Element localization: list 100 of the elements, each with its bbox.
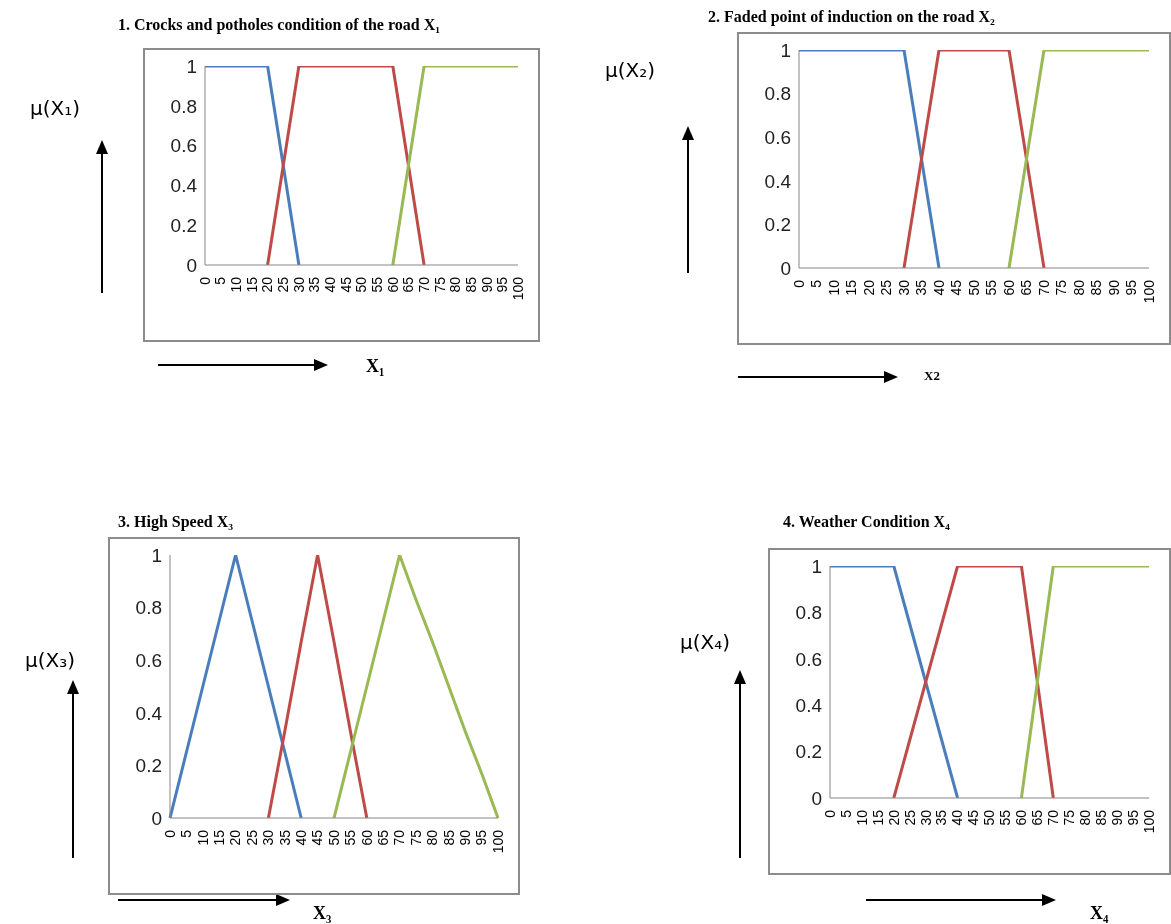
x-tick-label: 90 (1105, 279, 1122, 296)
x-tick-label: 20 (885, 809, 902, 826)
y-tick-label: 0.4 (135, 702, 163, 724)
x-tick-label: 85 (1093, 809, 1109, 826)
y-tick-label: 0.8 (170, 95, 197, 117)
y-tick-label: 1 (780, 39, 791, 61)
x-tick-label: 55 (342, 829, 359, 846)
y-tick-label: 0.8 (764, 83, 791, 105)
y-tick-label: 0.4 (170, 175, 198, 197)
x-tick-label: 45 (948, 279, 965, 296)
x-tick-label: 60 (358, 829, 375, 846)
x-tick-label: 35 (276, 829, 293, 846)
x-tick-label: 75 (407, 829, 424, 846)
x-tick-label: 15 (843, 279, 860, 296)
x-tick-label: 65 (1029, 809, 1046, 826)
y-tick-label: 0.2 (135, 755, 162, 777)
x-tick-label: 45 (965, 809, 982, 826)
x-tick-label: 55 (983, 279, 1000, 296)
x-tick-label: 65 (1018, 279, 1035, 296)
chart-title: 4. Weather Condition X₄ (783, 513, 951, 531)
x-tick-label: 30 (917, 809, 934, 826)
x-tick-label: 0 (821, 809, 838, 818)
x-tick-label: 70 (1035, 279, 1052, 296)
x-tick-label: 0 (196, 276, 213, 285)
x-tick-label: 80 (447, 276, 464, 293)
x-tick-label: 25 (878, 279, 895, 296)
x-tick-label: 75 (1053, 279, 1070, 296)
line-series (892, 566, 1055, 798)
y-tick-label: 0.8 (135, 597, 162, 619)
y-tick-label: 0.6 (795, 648, 822, 670)
x-tick-label: 35 (933, 809, 950, 826)
x-tick-label: 50 (981, 809, 998, 826)
x-tick-label: 10 (228, 276, 245, 293)
x-tick-label: 100 (509, 276, 526, 301)
y-tick-label: 0.8 (795, 602, 822, 624)
x-tick-label: 35 (913, 279, 930, 296)
x-tick-label: 85 (440, 829, 457, 846)
x-tick-label: 0 (161, 829, 178, 838)
x-tick-label: 30 (895, 279, 912, 296)
y-tick-label: 0.2 (795, 741, 822, 763)
line-series (332, 555, 500, 818)
x-tick-label: 5 (808, 279, 825, 288)
x-tick-label: 55 (369, 276, 385, 293)
x-tick-label: 65 (400, 276, 417, 293)
x-tick-label: 30 (260, 829, 277, 846)
y-tick-label: 0.4 (795, 694, 823, 716)
x-axis-title: X₃ (313, 903, 332, 924)
y-axis-title: μ(X₃) (25, 648, 76, 672)
x-tick-label: 90 (478, 276, 495, 293)
x-tick-label: 50 (353, 276, 370, 293)
x-tick-label: 40 (322, 276, 339, 293)
x-tick-label: 15 (211, 829, 228, 846)
x-tick-label: 70 (391, 829, 408, 846)
chart-title: 3. High Speed X₃ (118, 513, 235, 531)
x-tick-label: 75 (1061, 809, 1078, 826)
x-tick-label: 80 (1077, 809, 1094, 826)
x-tick-label: 10 (853, 809, 870, 826)
x-tick-label: 45 (337, 276, 354, 293)
x-tick-label: 15 (243, 276, 260, 293)
x-tick-label: 25 (275, 276, 292, 293)
x-tick-label: 40 (293, 829, 310, 846)
x-tick-label: 25 (901, 809, 918, 826)
y-axis-title: μ(X₄) (680, 630, 731, 654)
line-series (266, 555, 369, 818)
y-tick-label: 0.2 (764, 214, 791, 236)
y-axis-title: μ(X₁) (30, 96, 81, 120)
y-tick-label: 1 (151, 544, 162, 566)
x-tick-label: 30 (290, 276, 307, 293)
y-axis-title: μ(X₂) (605, 58, 656, 82)
x-tick-label: 5 (212, 276, 229, 285)
x-tick-label: 50 (965, 279, 982, 296)
x-tick-label: 15 (869, 809, 886, 826)
x-tick-label: 80 (424, 829, 441, 846)
x-axis-title: X₄ (1090, 903, 1109, 924)
y-tick-label: 0.6 (764, 126, 791, 148)
x-tick-label: 100 (489, 829, 506, 854)
y-tick-label: 0.4 (764, 170, 792, 192)
x-tick-label: 70 (415, 276, 432, 293)
x-axis-title: X2 (924, 368, 940, 384)
x-tick-label: 70 (1045, 809, 1062, 826)
x-tick-label: 95 (494, 276, 511, 293)
x-tick-label: 5 (837, 809, 854, 818)
x-tick-label: 100 (1140, 809, 1157, 834)
y-tick-label: 0.2 (170, 214, 197, 236)
x-tick-label: 90 (457, 829, 474, 846)
y-tick-label: 0.6 (135, 649, 162, 671)
x-tick-label: 90 (1108, 809, 1125, 826)
y-tick-label: 1 (811, 555, 822, 577)
x-tick-label: 60 (384, 276, 401, 293)
x-tick-label: 75 (431, 276, 448, 293)
x-axis-title: X₁ (366, 356, 385, 377)
y-tick-label: 1 (186, 55, 197, 77)
x-tick-label: 60 (1013, 809, 1030, 826)
x-tick-label: 25 (243, 829, 260, 846)
chart-title: 2. Faded point of induction on the road X₂ (708, 8, 996, 26)
x-tick-label: 20 (227, 829, 244, 846)
x-tick-label: 60 (1000, 279, 1017, 296)
x-tick-label: 40 (949, 809, 966, 826)
x-tick-label: 40 (930, 279, 947, 296)
x-tick-label: 20 (259, 276, 276, 293)
